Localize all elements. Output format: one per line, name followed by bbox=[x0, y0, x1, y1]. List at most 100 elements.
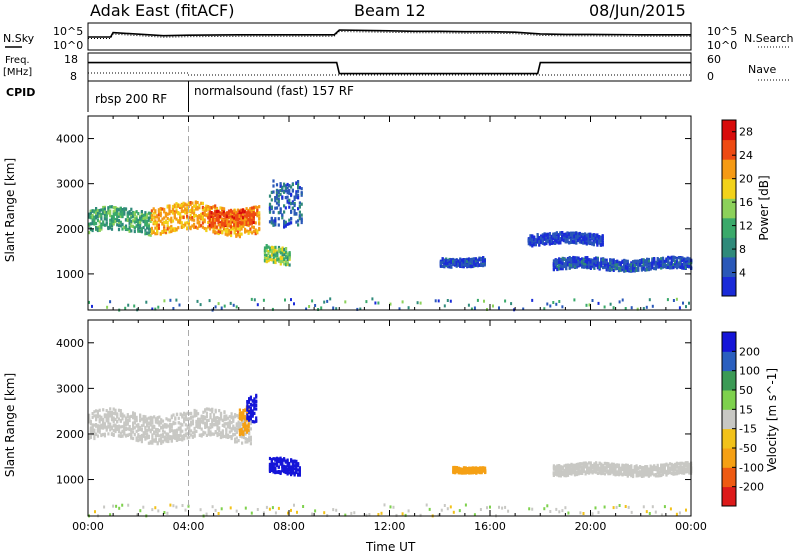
power-cell bbox=[545, 233, 548, 237]
power-cell bbox=[540, 240, 543, 244]
power-cell bbox=[295, 220, 298, 224]
velocity-cell bbox=[667, 470, 670, 474]
velocity-cell bbox=[667, 468, 670, 472]
velocity-cell bbox=[230, 421, 233, 425]
velocity-cell bbox=[228, 435, 231, 439]
power-cell bbox=[170, 224, 173, 229]
power-cell bbox=[186, 211, 189, 215]
power-cell bbox=[591, 258, 594, 262]
velocity-cell bbox=[242, 418, 245, 422]
power-cell bbox=[538, 237, 541, 241]
velocity-cell bbox=[221, 423, 224, 427]
velocity-ground-cell bbox=[163, 511, 166, 514]
power-cell bbox=[186, 208, 189, 213]
power-cell bbox=[249, 227, 252, 231]
power-cell bbox=[686, 264, 689, 268]
power-cell bbox=[250, 213, 253, 217]
velocity-cell bbox=[212, 413, 216, 417]
velocity-cell bbox=[218, 409, 221, 413]
velocity-cell bbox=[188, 412, 191, 416]
velocity-cell bbox=[181, 429, 184, 433]
velocity-cell bbox=[605, 470, 608, 474]
velocity-cell bbox=[653, 467, 656, 471]
power-cell bbox=[229, 213, 232, 217]
power-cell bbox=[161, 217, 164, 221]
velocity-cell bbox=[663, 471, 666, 475]
velocity-cell bbox=[161, 434, 165, 439]
power-cell bbox=[208, 211, 211, 215]
power-cell bbox=[135, 218, 138, 222]
velocity-cell bbox=[147, 427, 150, 431]
power-cell bbox=[670, 255, 673, 259]
power-ground-cell bbox=[621, 298, 624, 302]
velocity-ground-cell bbox=[136, 513, 139, 517]
velocity-ground-cell bbox=[166, 511, 169, 515]
power-cell bbox=[298, 214, 301, 218]
power-ground-cell bbox=[145, 300, 148, 304]
power-cell bbox=[114, 206, 117, 210]
power-cell bbox=[96, 227, 99, 231]
power-cell bbox=[541, 235, 544, 239]
power-cell bbox=[598, 267, 601, 271]
power-cell bbox=[116, 208, 119, 212]
power-cell bbox=[610, 267, 614, 271]
power-cell bbox=[245, 211, 248, 215]
velocity-cell bbox=[459, 470, 462, 474]
power-cell bbox=[233, 225, 236, 229]
power-cell bbox=[219, 225, 222, 229]
velocity-cell bbox=[253, 407, 256, 411]
power-cell bbox=[619, 268, 622, 272]
power-cell bbox=[297, 189, 300, 193]
power-cell bbox=[146, 231, 149, 235]
velocity-cell bbox=[674, 463, 677, 467]
velocity-cell bbox=[181, 413, 184, 417]
power-cell bbox=[577, 256, 580, 260]
power-ground-cell bbox=[208, 299, 211, 303]
velocity-cell bbox=[100, 433, 103, 438]
power-cell bbox=[441, 257, 444, 261]
power-cell bbox=[592, 233, 595, 237]
power-cell bbox=[242, 221, 245, 225]
power-cell bbox=[217, 220, 220, 224]
nsky-label: N.Sky bbox=[3, 32, 35, 45]
velocity-cell bbox=[459, 469, 462, 473]
power-cell bbox=[473, 262, 476, 266]
velocity-cell bbox=[238, 416, 241, 420]
velocity-cell bbox=[225, 433, 228, 437]
velocity-cell bbox=[234, 426, 237, 430]
velocity-ground-cell bbox=[268, 507, 271, 511]
velocity-cell bbox=[137, 435, 140, 439]
power-cell bbox=[200, 215, 203, 219]
power-cell bbox=[149, 233, 152, 237]
power-ground-cell bbox=[323, 300, 326, 304]
power-ground-cell bbox=[585, 303, 588, 307]
velocity-cell bbox=[277, 465, 280, 469]
power-cell bbox=[180, 215, 183, 219]
velocity-cell bbox=[175, 429, 179, 433]
velocity-cell bbox=[552, 473, 555, 477]
velocity-cell bbox=[584, 461, 587, 465]
power-cell bbox=[272, 184, 275, 188]
power-cell bbox=[601, 238, 604, 242]
velocity-cell bbox=[239, 434, 242, 438]
power-cell bbox=[235, 211, 238, 215]
power-cell bbox=[247, 214, 250, 218]
power-cell bbox=[109, 205, 112, 209]
velocity-cell bbox=[179, 412, 182, 416]
power-cell bbox=[284, 188, 287, 192]
velocity-cell bbox=[163, 435, 166, 439]
power-cell bbox=[175, 202, 178, 206]
velocity-cell bbox=[161, 419, 165, 423]
velocity-cell bbox=[242, 408, 245, 413]
power-cell bbox=[548, 238, 551, 242]
velocity-cell bbox=[291, 467, 294, 471]
power-cell bbox=[267, 259, 270, 263]
power-ground-cell bbox=[603, 305, 606, 309]
freq-panel-frame bbox=[87, 52, 692, 82]
velocity-cell bbox=[596, 471, 599, 475]
power-cell bbox=[156, 221, 159, 225]
power-cell bbox=[124, 207, 128, 211]
power-cell bbox=[601, 234, 604, 239]
velocity-cell bbox=[88, 436, 91, 440]
power-cell bbox=[582, 262, 585, 266]
